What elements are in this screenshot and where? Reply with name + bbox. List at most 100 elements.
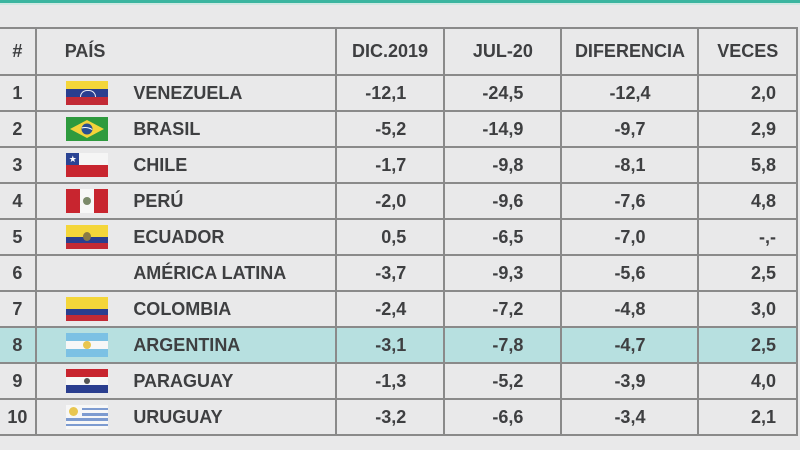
dec2019-value: -12,1 xyxy=(334,74,446,112)
dec2019-value: -2,0 xyxy=(334,182,446,220)
flag-cell xyxy=(34,362,130,400)
flag-cell xyxy=(34,74,130,112)
difference-value: -4,7 xyxy=(560,326,700,364)
jul2020-value: -6,5 xyxy=(443,218,563,256)
country-name: ARGENTINA xyxy=(129,326,337,364)
header-rank: # xyxy=(0,27,37,76)
difference-value: -4,8 xyxy=(560,290,700,328)
table-row-highlighted: 8 ARGENTINA -3,1 -7,8 -4,7 2,5 xyxy=(0,326,798,364)
difference-value: -3,9 xyxy=(560,362,700,400)
difference-value: -8,1 xyxy=(560,146,700,184)
times-value: -,- xyxy=(697,218,798,256)
flag-cell xyxy=(34,398,130,436)
flag-cell xyxy=(34,182,130,220)
country-name: URUGUAY xyxy=(129,398,337,436)
header-dec2019: DIC.2019 xyxy=(334,27,446,76)
dec2019-value: -1,7 xyxy=(334,146,446,184)
difference-value: -12,4 xyxy=(560,74,700,112)
dec2019-value: -1,3 xyxy=(334,362,446,400)
table-row: 5 ECUADOR 0,5 -6,5 -7,0 -,- xyxy=(0,218,798,256)
jul2020-value: -9,8 xyxy=(443,146,563,184)
times-value: 5,8 xyxy=(697,146,798,184)
difference-value: -7,6 xyxy=(560,182,700,220)
jul2020-value: -9,6 xyxy=(443,182,563,220)
table-row: 7 COLOMBIA -2,4 -7,2 -4,8 3,0 xyxy=(0,290,798,328)
jul2020-value: -5,2 xyxy=(443,362,563,400)
dec2019-value: -5,2 xyxy=(334,110,446,148)
rank-cell: 2 xyxy=(0,110,37,148)
flag-cell: ★ xyxy=(34,146,130,184)
table-row: 1 VENEZUELA -12,1 -24,5 -12,4 2,0 xyxy=(0,74,798,112)
rank-cell: 8 xyxy=(0,326,37,364)
times-value: 2,0 xyxy=(697,74,798,112)
country-name: CHILE xyxy=(129,146,337,184)
header-difference: DIFERENCIA xyxy=(560,27,700,76)
dec2019-value: -3,1 xyxy=(334,326,446,364)
jul2020-value: -7,2 xyxy=(443,290,563,328)
country-name: BRASIL xyxy=(129,110,337,148)
country-name: PARAGUAY xyxy=(129,362,337,400)
table-row: 4 PERÚ -2,0 -9,6 -7,6 4,8 xyxy=(0,182,798,220)
venezuela-flag-icon xyxy=(65,81,108,105)
paraguay-flag-icon xyxy=(65,369,108,393)
table-header-row: # PAÍS DIC.2019 JUL-20 DIFERENCIA VECES xyxy=(0,27,798,76)
dec2019-value: -2,4 xyxy=(334,290,446,328)
times-value: 4,0 xyxy=(697,362,798,400)
table-row: 9 PARAGUAY -1,3 -5,2 -3,9 4,0 xyxy=(0,362,798,400)
rank-cell: 3 xyxy=(0,146,37,184)
rank-cell: 5 xyxy=(0,218,37,256)
times-value: 2,9 xyxy=(697,110,798,148)
top-accent-bar xyxy=(0,0,800,3)
rank-cell: 9 xyxy=(0,362,37,400)
jul2020-value: -9,3 xyxy=(443,254,563,292)
rank-cell: 1 xyxy=(0,74,37,112)
header-country: PAÍS xyxy=(34,27,130,76)
times-value: 2,5 xyxy=(697,254,798,292)
header-jul2020: JUL-20 xyxy=(443,27,563,76)
header-country-spacer xyxy=(129,27,337,76)
dec2019-value: -3,7 xyxy=(334,254,446,292)
table-row: 2 BRASIL -5,2 -14,9 -9,7 2,9 xyxy=(0,110,798,148)
flag-cell xyxy=(34,254,130,292)
uruguay-flag-icon xyxy=(65,405,108,429)
jul2020-value: -7,8 xyxy=(443,326,563,364)
country-name: PERÚ xyxy=(129,182,337,220)
country-name: VENEZUELA xyxy=(129,74,337,112)
ecuador-flag-icon xyxy=(65,225,108,249)
dec2019-value: -3,2 xyxy=(334,398,446,436)
flag-cell xyxy=(34,218,130,256)
chile-flag-icon: ★ xyxy=(65,153,108,177)
top-accent-shadow xyxy=(0,3,800,5)
jul2020-value: -14,9 xyxy=(443,110,563,148)
header-times: VECES xyxy=(697,27,798,76)
country-name: COLOMBIA xyxy=(129,290,337,328)
country-comparison-table: # PAÍS DIC.2019 JUL-20 DIFERENCIA VECES … xyxy=(0,27,798,436)
times-value: 3,0 xyxy=(697,290,798,328)
flag-cell xyxy=(34,326,130,364)
flag-cell xyxy=(34,290,130,328)
table-row: 10 URUGUAY -3,2 -6,6 -3,4 2,1 xyxy=(0,398,798,436)
jul2020-value: -6,6 xyxy=(443,398,563,436)
table-row: 3 ★ CHILE -1,7 -9,8 -8,1 5,8 xyxy=(0,146,798,184)
country-name: AMÉRICA LATINA xyxy=(129,254,337,292)
difference-value: -3,4 xyxy=(560,398,700,436)
argentina-flag-icon xyxy=(65,333,108,357)
rank-cell: 7 xyxy=(0,290,37,328)
times-value: 2,1 xyxy=(697,398,798,436)
difference-value: -7,0 xyxy=(560,218,700,256)
brazil-flag-icon xyxy=(65,117,108,141)
rank-cell: 4 xyxy=(0,182,37,220)
times-value: 4,8 xyxy=(697,182,798,220)
difference-value: -5,6 xyxy=(560,254,700,292)
peru-flag-icon xyxy=(65,189,108,213)
table-row: 6 AMÉRICA LATINA -3,7 -9,3 -5,6 2,5 xyxy=(0,254,798,292)
dec2019-value: 0,5 xyxy=(334,218,446,256)
rank-cell: 10 xyxy=(0,398,37,436)
colombia-flag-icon xyxy=(65,297,108,321)
jul2020-value: -24,5 xyxy=(443,74,563,112)
flag-cell xyxy=(34,110,130,148)
rank-cell: 6 xyxy=(0,254,37,292)
country-name: ECUADOR xyxy=(129,218,337,256)
times-value: 2,5 xyxy=(697,326,798,364)
difference-value: -9,7 xyxy=(560,110,700,148)
